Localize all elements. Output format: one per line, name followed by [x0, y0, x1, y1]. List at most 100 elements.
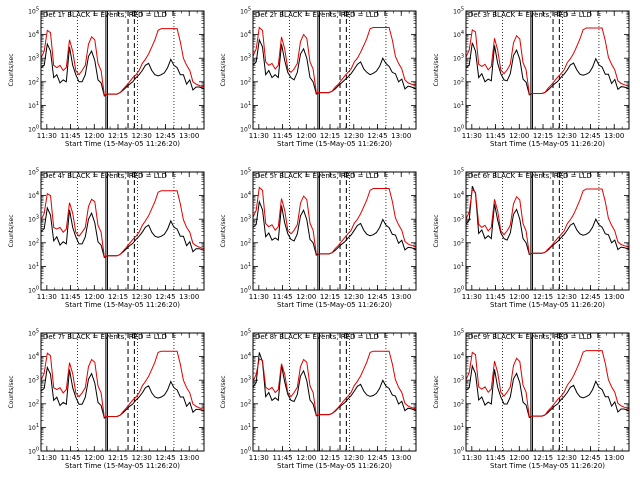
- y-axis-label: Counts/sec: [220, 53, 227, 86]
- x-tick-label: 12:15: [108, 293, 128, 301]
- y-tick-label: 101: [28, 423, 39, 432]
- x-tick-label: 12:15: [320, 132, 340, 140]
- x-tick-label: 12:30: [132, 293, 152, 301]
- x-tick-label: 12:15: [320, 293, 340, 301]
- y-tick-label: 102: [28, 399, 39, 408]
- x-tick-label: 12:45: [367, 293, 387, 301]
- x-tick-label: 13:00: [179, 132, 199, 140]
- marker-label-d: D: [132, 171, 137, 179]
- series-lld-line: [40, 190, 205, 258]
- y-axis-label: Counts/sec: [8, 53, 15, 86]
- x-tick-label: 12:45: [580, 454, 600, 462]
- detector-panel: Det 5r BLACK = Events, RED = LLD Counts/s…: [220, 168, 417, 309]
- y-tick-label: 105: [28, 168, 39, 177]
- detector-panel: Det 7r BLACK = Events, RED = LLD Counts/s…: [8, 329, 205, 470]
- y-tick-label: 102: [28, 77, 39, 86]
- y-tick-label: 100: [28, 286, 39, 295]
- y-tick-label: 103: [240, 376, 251, 385]
- y-tick-label: 105: [453, 7, 464, 16]
- series-events-line: [465, 42, 630, 96]
- series-events-line: [252, 38, 417, 95]
- marker-label-d: D: [132, 332, 137, 340]
- panel-title: Det 8r BLACK = Events, RED = LLD: [255, 333, 379, 341]
- x-tick-label: 11:30: [249, 293, 269, 301]
- y-tick-label: 105: [240, 329, 251, 338]
- panel-title: Det 2r BLACK = Events, RED = LLD: [255, 11, 379, 19]
- y-tick-label: 104: [240, 191, 251, 200]
- plot-frame: [465, 10, 630, 130]
- x-axis-label: Start Time (15-May-05 11:26:20): [490, 301, 605, 309]
- x-tick-label: 11:45: [60, 293, 80, 301]
- x-tick-label: 11:45: [485, 132, 505, 140]
- x-tick-label: 12:30: [132, 454, 152, 462]
- x-tick-label: 12:00: [84, 293, 104, 301]
- x-tick-label: 12:30: [344, 132, 364, 140]
- series-events-line: [465, 364, 630, 419]
- x-tick-label: 13:00: [604, 132, 624, 140]
- x-tick-label: 11:30: [249, 454, 269, 462]
- panel-title: Det 1r BLACK = Events, RED = LLD: [43, 11, 167, 19]
- x-tick-label: 12:15: [108, 132, 128, 140]
- x-tick-label: 11:45: [60, 454, 80, 462]
- y-tick-label: 102: [453, 238, 464, 247]
- panel-title: Det 9r BLACK = Events, RED = LLD: [468, 333, 592, 341]
- marker-label-e: E: [172, 171, 176, 179]
- plot-frame: [40, 10, 205, 130]
- x-tick-label: 11:45: [272, 454, 292, 462]
- panel-title: Det 7r BLACK = Events, RED = LLD: [43, 333, 167, 341]
- x-tick-label: 11:30: [462, 454, 482, 462]
- panel-title: Det 5r BLACK = Events, RED = LLD: [255, 172, 379, 180]
- x-tick-label: 11:45: [485, 293, 505, 301]
- y-tick-label: 101: [240, 101, 251, 110]
- x-tick-label: 11:30: [462, 293, 482, 301]
- y-axis-label: Counts/sec: [220, 214, 227, 247]
- plot-frame: [40, 171, 205, 291]
- marker-label-d: D: [344, 10, 349, 18]
- x-tick-label: 11:30: [37, 132, 57, 140]
- y-axis-label: Counts/sec: [8, 375, 15, 408]
- y-tick-label: 102: [240, 77, 251, 86]
- detector-panel: Det 1r BLACK = Events, RED = LLD Counts/s…: [8, 7, 205, 148]
- x-tick-label: 13:00: [179, 293, 199, 301]
- x-tick-label: 12:30: [132, 132, 152, 140]
- detector-panel: Det 3r BLACK = Events, RED = LLD Counts/s…: [433, 7, 630, 148]
- x-tick-label: 11:30: [462, 132, 482, 140]
- series-lld-line: [40, 350, 205, 418]
- y-tick-label: 100: [453, 286, 464, 295]
- x-tick-label: 12:00: [509, 293, 529, 301]
- y-axis-label: Counts/sec: [8, 214, 15, 247]
- x-tick-label: 12:30: [557, 454, 577, 462]
- y-tick-label: 103: [240, 215, 251, 224]
- y-tick-label: 104: [240, 30, 251, 39]
- plot-frame: [252, 10, 417, 130]
- marker-label-d: D: [132, 10, 137, 18]
- x-tick-label: 12:00: [84, 132, 104, 140]
- y-tick-label: 105: [240, 7, 251, 16]
- y-tick-label: 100: [240, 286, 251, 295]
- x-tick-label: 12:45: [155, 132, 175, 140]
- x-tick-label: 12:00: [509, 132, 529, 140]
- marker-label-e: E: [597, 332, 601, 340]
- y-tick-label: 105: [240, 168, 251, 177]
- x-tick-label: 12:45: [580, 293, 600, 301]
- y-tick-label: 104: [28, 191, 39, 200]
- plot-frame: [40, 332, 205, 452]
- marker-label-d: D: [557, 332, 562, 340]
- x-axis-label: Start Time (15-May-05 11:26:20): [65, 301, 180, 309]
- panel-title: Det 3r BLACK = Events, RED = LLD: [468, 11, 592, 19]
- y-tick-label: 100: [240, 125, 251, 134]
- marker-label-e: E: [172, 332, 176, 340]
- plot-frame: [465, 171, 630, 291]
- x-tick-label: 12:15: [533, 132, 553, 140]
- y-tick-label: 105: [28, 329, 39, 338]
- y-tick-label: 104: [28, 30, 39, 39]
- marker-label-d: D: [344, 171, 349, 179]
- y-tick-label: 102: [240, 238, 251, 247]
- y-tick-label: 100: [453, 125, 464, 134]
- marker-label-d: D: [344, 332, 349, 340]
- y-tick-label: 102: [28, 238, 39, 247]
- y-tick-label: 100: [240, 447, 251, 456]
- y-tick-label: 103: [453, 376, 464, 385]
- x-tick-label: 11:45: [60, 132, 80, 140]
